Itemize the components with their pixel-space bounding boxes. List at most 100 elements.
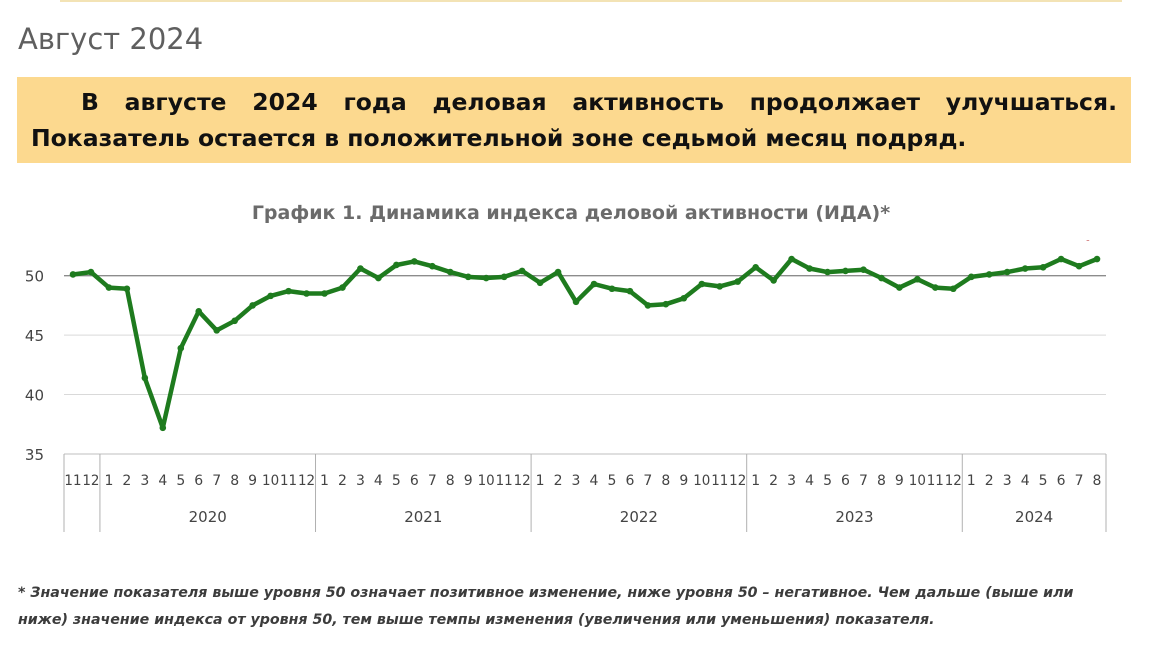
data-point bbox=[87, 268, 95, 276]
x-tick-label: 10 bbox=[693, 473, 710, 489]
data-point bbox=[411, 258, 418, 265]
data-point bbox=[806, 265, 813, 272]
data-point bbox=[949, 285, 957, 293]
x-tick-label: 2 bbox=[338, 473, 347, 489]
x-tick-label: 1 bbox=[320, 473, 329, 489]
data-point bbox=[375, 274, 382, 282]
data-point bbox=[1003, 268, 1011, 276]
x-tick-label: 6 bbox=[625, 473, 634, 489]
x-tick-label: 3 bbox=[1003, 473, 1012, 489]
x-tick-label: 8 bbox=[230, 473, 239, 489]
data-point bbox=[1075, 262, 1083, 270]
x-tick-label: 2 bbox=[769, 473, 778, 489]
data-point bbox=[572, 298, 580, 306]
data-point bbox=[339, 284, 346, 291]
x-tick-label: 1 bbox=[967, 473, 976, 489]
x-tick-label: 12 bbox=[514, 473, 531, 489]
x-tick-label: 7 bbox=[212, 473, 221, 489]
x-tick-label: 6 bbox=[194, 473, 203, 489]
year-label: 2024 bbox=[1015, 508, 1053, 526]
top-divider bbox=[60, 0, 1122, 2]
page-title: Август 2024 bbox=[18, 22, 204, 56]
x-tick-label: 6 bbox=[410, 473, 419, 489]
data-point bbox=[105, 284, 113, 291]
y-tick-label: 40 bbox=[25, 387, 44, 405]
data-point bbox=[177, 344, 185, 352]
x-tick-label: 1 bbox=[536, 473, 545, 489]
x-tick-label: 9 bbox=[464, 473, 473, 489]
data-point bbox=[231, 317, 238, 325]
x-tick-label: 7 bbox=[643, 473, 652, 489]
data-point bbox=[716, 283, 724, 290]
data-point bbox=[626, 287, 634, 295]
x-tick-label: 11 bbox=[711, 473, 728, 489]
x-tick-label: 8 bbox=[877, 473, 886, 489]
last-value-label: 51,4 bbox=[1052, 240, 1111, 243]
x-tick-label: 3 bbox=[572, 473, 581, 489]
x-tick-label: 7 bbox=[428, 473, 437, 489]
y-tick-label: 50 bbox=[25, 268, 44, 286]
x-tick-label: 4 bbox=[374, 473, 383, 489]
x-tick-label: 10 bbox=[478, 473, 495, 489]
footnote: * Значение показателя выше уровня 50 озн… bbox=[18, 585, 1074, 628]
x-tick-label: 6 bbox=[1057, 473, 1066, 489]
data-point bbox=[842, 267, 849, 275]
x-tick-label: 8 bbox=[1093, 473, 1102, 489]
x-tick-label: 7 bbox=[1075, 473, 1084, 489]
data-point bbox=[644, 302, 652, 309]
x-tick-label: 6 bbox=[841, 473, 850, 489]
y-tick-label: 35 bbox=[25, 446, 44, 464]
data-point bbox=[1021, 265, 1029, 272]
x-tick-label: 1 bbox=[104, 473, 113, 489]
data-point bbox=[698, 280, 706, 288]
x-tick-label: 9 bbox=[679, 473, 688, 489]
data-point bbox=[680, 294, 688, 302]
data-point bbox=[896, 284, 903, 291]
x-tick-label: 7 bbox=[859, 473, 868, 489]
x-tick-label: 5 bbox=[176, 473, 185, 489]
x-tick-label: 5 bbox=[392, 473, 401, 489]
data-point bbox=[159, 424, 167, 432]
x-tick-label: 12 bbox=[729, 473, 746, 489]
data-point bbox=[1039, 264, 1047, 271]
data-point bbox=[69, 271, 77, 278]
data-point bbox=[482, 274, 490, 282]
data-point bbox=[914, 275, 921, 283]
x-tick-label: 11 bbox=[280, 473, 297, 489]
x-tick-label: 3 bbox=[356, 473, 365, 489]
data-point bbox=[428, 262, 436, 270]
year-label: 2021 bbox=[404, 508, 442, 526]
x-tick-label: 10 bbox=[909, 473, 926, 489]
x-tick-label: 4 bbox=[590, 473, 599, 489]
data-point bbox=[554, 268, 562, 276]
data-point bbox=[1093, 255, 1101, 263]
data-point bbox=[321, 290, 328, 297]
data-point bbox=[141, 374, 149, 382]
data-point bbox=[1057, 255, 1065, 263]
year-label: 2023 bbox=[835, 508, 873, 526]
data-point bbox=[662, 300, 670, 308]
x-tick-label: 1 bbox=[751, 473, 760, 489]
data-point bbox=[824, 268, 831, 276]
data-point bbox=[500, 273, 508, 281]
x-tick-label: 2 bbox=[985, 473, 994, 489]
y-tick-label: 45 bbox=[25, 327, 44, 345]
data-point bbox=[788, 255, 795, 263]
x-tick-label: 2 bbox=[554, 473, 563, 489]
x-tick-label: 11 bbox=[64, 473, 81, 489]
x-tick-label: 5 bbox=[607, 473, 616, 489]
year-label: 2022 bbox=[620, 508, 658, 526]
x-tick-label: 2 bbox=[122, 473, 131, 489]
x-tick-label: 11 bbox=[496, 473, 513, 489]
data-point bbox=[285, 287, 292, 295]
x-tick-label: 12 bbox=[298, 473, 315, 489]
x-tick-label: 4 bbox=[158, 473, 167, 489]
data-point bbox=[446, 268, 454, 276]
data-point bbox=[267, 292, 274, 300]
x-tick-label: 3 bbox=[787, 473, 796, 489]
x-tick-label: 12 bbox=[82, 473, 99, 489]
x-tick-label: 10 bbox=[262, 473, 279, 489]
headline-line-1: В августе 2024 года деловая активность п… bbox=[81, 88, 1117, 116]
data-point bbox=[985, 271, 993, 278]
